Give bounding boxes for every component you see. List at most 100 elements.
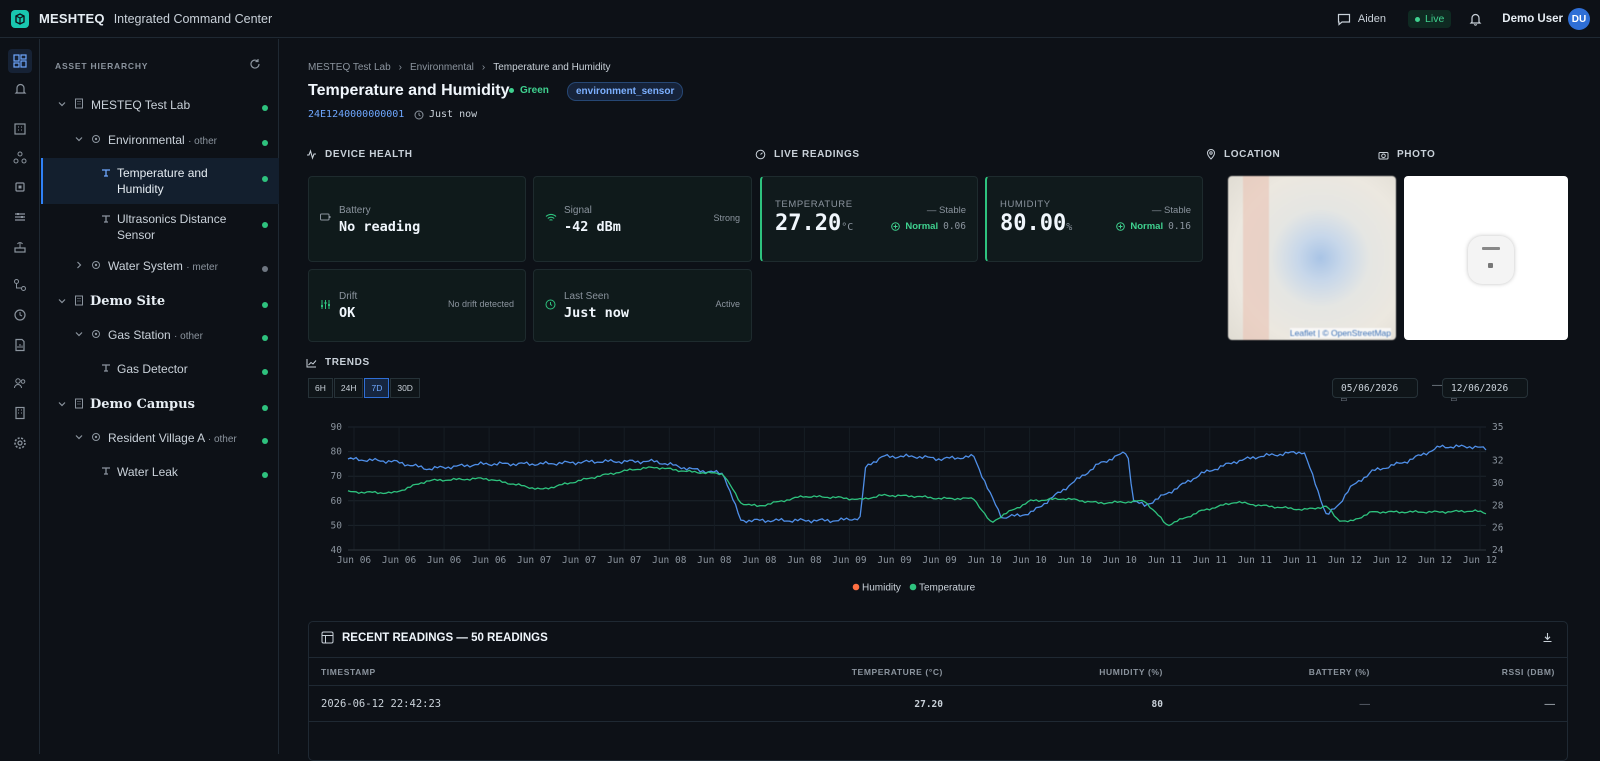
tree-node-demo-campus[interactable]: Demo Campus	[41, 395, 279, 415]
range-7d-button[interactable]: 7D	[364, 378, 390, 398]
status-dot	[262, 405, 268, 411]
network-icon[interactable]	[8, 146, 32, 170]
zone-icon	[92, 135, 100, 143]
temperature-value: 27.20°C	[775, 211, 854, 236]
y-right-tick-label: 24	[1492, 545, 1504, 556]
download-icon[interactable]	[1542, 632, 1553, 643]
column-header[interactable]: HUMIDITY (%)	[1099, 667, 1163, 677]
live-label: Live	[1425, 13, 1445, 25]
last-seen-note: Active	[715, 299, 740, 309]
x-tick-label: Jun 09	[832, 555, 867, 566]
chip-icon[interactable]	[8, 175, 32, 199]
y-right-tick-label: 35	[1492, 422, 1503, 433]
y-right-tick-label: 30	[1492, 478, 1504, 489]
device-detail-main: MESTEQ Test Lab › Environmental › Temper…	[280, 39, 1600, 761]
sensor-icon	[102, 364, 110, 372]
settings-gear-icon[interactable]	[8, 431, 32, 455]
breadcrumb: MESTEQ Test Lab › Environmental › Temper…	[308, 62, 611, 73]
tree-node-gas-detector[interactable]: Gas Detector	[41, 359, 279, 379]
tree-node-demo-site[interactable]: Demo Site	[41, 292, 279, 312]
tree-node-mesteq-test-lab[interactable]: MESTEQ Test Lab	[41, 95, 279, 115]
sliders-icon[interactable]	[8, 205, 32, 229]
x-tick-label: Jun 07	[562, 555, 596, 566]
location-map[interactable]: Leaflet | © OpenStreetMap	[1228, 176, 1396, 340]
column-header[interactable]: TIMESTAMP	[321, 667, 376, 677]
date-to-input[interactable]: 12/06/2026 ▭	[1442, 378, 1528, 405]
users-icon[interactable]	[8, 371, 32, 395]
chevron-down-icon[interactable]	[57, 99, 67, 109]
status-dot	[262, 472, 268, 478]
chevron-right-icon[interactable]	[74, 260, 84, 270]
chevron-down-icon[interactable]	[74, 329, 84, 339]
signal-quality: Strong	[713, 213, 740, 223]
status-dot	[262, 438, 268, 444]
map-pin-icon	[1206, 149, 1216, 160]
column-header[interactable]: RSSI (DBM)	[1501, 667, 1555, 677]
x-tick-label: Jun 08	[697, 555, 732, 566]
range-24h-button[interactable]: 24H	[333, 378, 364, 398]
app-logo-icon[interactable]	[11, 9, 29, 28]
drift-note: No drift detected	[447, 299, 514, 309]
assistant-chat-button[interactable]: Aiden	[1337, 13, 1386, 26]
date-from-input[interactable]: 05/06/2026 ▭	[1332, 378, 1418, 405]
device-type-badge: environment_sensor	[567, 82, 684, 101]
tree-node-water-leak[interactable]: Water Leak	[41, 462, 279, 482]
humidity-trend: — Stable	[1151, 205, 1191, 216]
table-title: RECENT READINGS — 50 READINGS	[321, 631, 548, 644]
breadcrumb-separator-icon: ›	[481, 62, 486, 73]
tree-node-label: Resident Village A · other	[108, 431, 237, 445]
date-range-separator: —	[1432, 380, 1442, 391]
alerts-bell-icon[interactable]	[8, 77, 32, 101]
zone-icon	[92, 261, 100, 269]
x-tick-label: Jun 08	[652, 555, 687, 566]
building-icon	[75, 398, 83, 409]
notifications-bell-icon[interactable]	[1469, 12, 1482, 26]
column-header[interactable]: BATTERY (%)	[1308, 667, 1370, 677]
chevron-down-icon[interactable]	[57, 399, 67, 409]
buildings-icon[interactable]	[8, 116, 32, 140]
tree-node-ultrasonics-distance-sensor[interactable]: Ultrasonics Distance Sensor	[41, 209, 279, 249]
dashboard-icon[interactable]	[8, 49, 32, 73]
reports-icon[interactable]	[8, 333, 32, 357]
user-name[interactable]: Demo User	[1502, 13, 1563, 25]
refresh-icon[interactable]	[249, 58, 261, 70]
organization-icon[interactable]	[8, 401, 32, 425]
x-tick-label: Jun 06	[427, 555, 462, 566]
battery-card: Battery No reading	[308, 176, 526, 262]
normal-status-icon	[891, 222, 901, 231]
gateway-icon[interactable]	[8, 235, 32, 259]
tree-node-resident-village-a[interactable]: Resident Village A · other	[41, 428, 279, 448]
tree-node-gas-station[interactable]: Gas Station · other	[41, 325, 279, 345]
nav-rail	[0, 39, 40, 754]
top-bar: MESHTEQ Integrated Command Center Aiden …	[0, 0, 1600, 38]
chevron-down-icon[interactable]	[57, 296, 67, 306]
humidity-value: 80.00%	[1000, 211, 1073, 236]
tree-node-temperature-humidity[interactable]: Temperature and Humidity	[41, 158, 279, 204]
legend-marker	[852, 583, 860, 591]
map-attribution[interactable]: Leaflet | © OpenStreetMap	[1289, 328, 1391, 338]
history-icon[interactable]	[8, 303, 32, 327]
chevron-down-icon[interactable]	[74, 134, 84, 144]
chevron-down-icon[interactable]	[74, 432, 84, 442]
page-title: Temperature and Humidity	[308, 82, 510, 99]
user-avatar[interactable]: DU	[1568, 8, 1590, 30]
tree-node-environmental[interactable]: Environmental · other	[41, 130, 279, 150]
clock-icon	[545, 299, 556, 310]
gauge-icon	[755, 149, 766, 160]
calendar-icon[interactable]: ▭	[1341, 394, 1347, 405]
table-row[interactable]: 2026-06-12 22:42:23 27.20 80 — —	[309, 686, 1567, 722]
tree-node-water-system[interactable]: Water System · meter	[41, 256, 279, 276]
trend-chart[interactable]: 40 50 60 70 80 90 24 26 28 30 32 35 Jun 06 Jun 06 Jun …	[308, 417, 1548, 617]
range-6h-button[interactable]: 6H	[308, 378, 333, 398]
device-id[interactable]: 24E1240000000001	[308, 109, 405, 120]
workflow-icon[interactable]	[8, 273, 32, 297]
drift-label: Drift	[339, 291, 358, 302]
breadcrumb-item[interactable]: Environmental	[409, 62, 474, 73]
breadcrumb-item[interactable]: MESTEQ Test Lab	[308, 62, 391, 73]
calendar-icon[interactable]: ▭	[1451, 394, 1457, 405]
x-tick-label: Jun 09	[922, 555, 957, 566]
range-30d-button[interactable]: 30D	[390, 378, 420, 398]
x-tick-label: Jun 10	[1012, 555, 1047, 566]
device-photo[interactable]	[1404, 176, 1568, 340]
column-header[interactable]: TEMPERATURE (°C)	[851, 667, 943, 677]
